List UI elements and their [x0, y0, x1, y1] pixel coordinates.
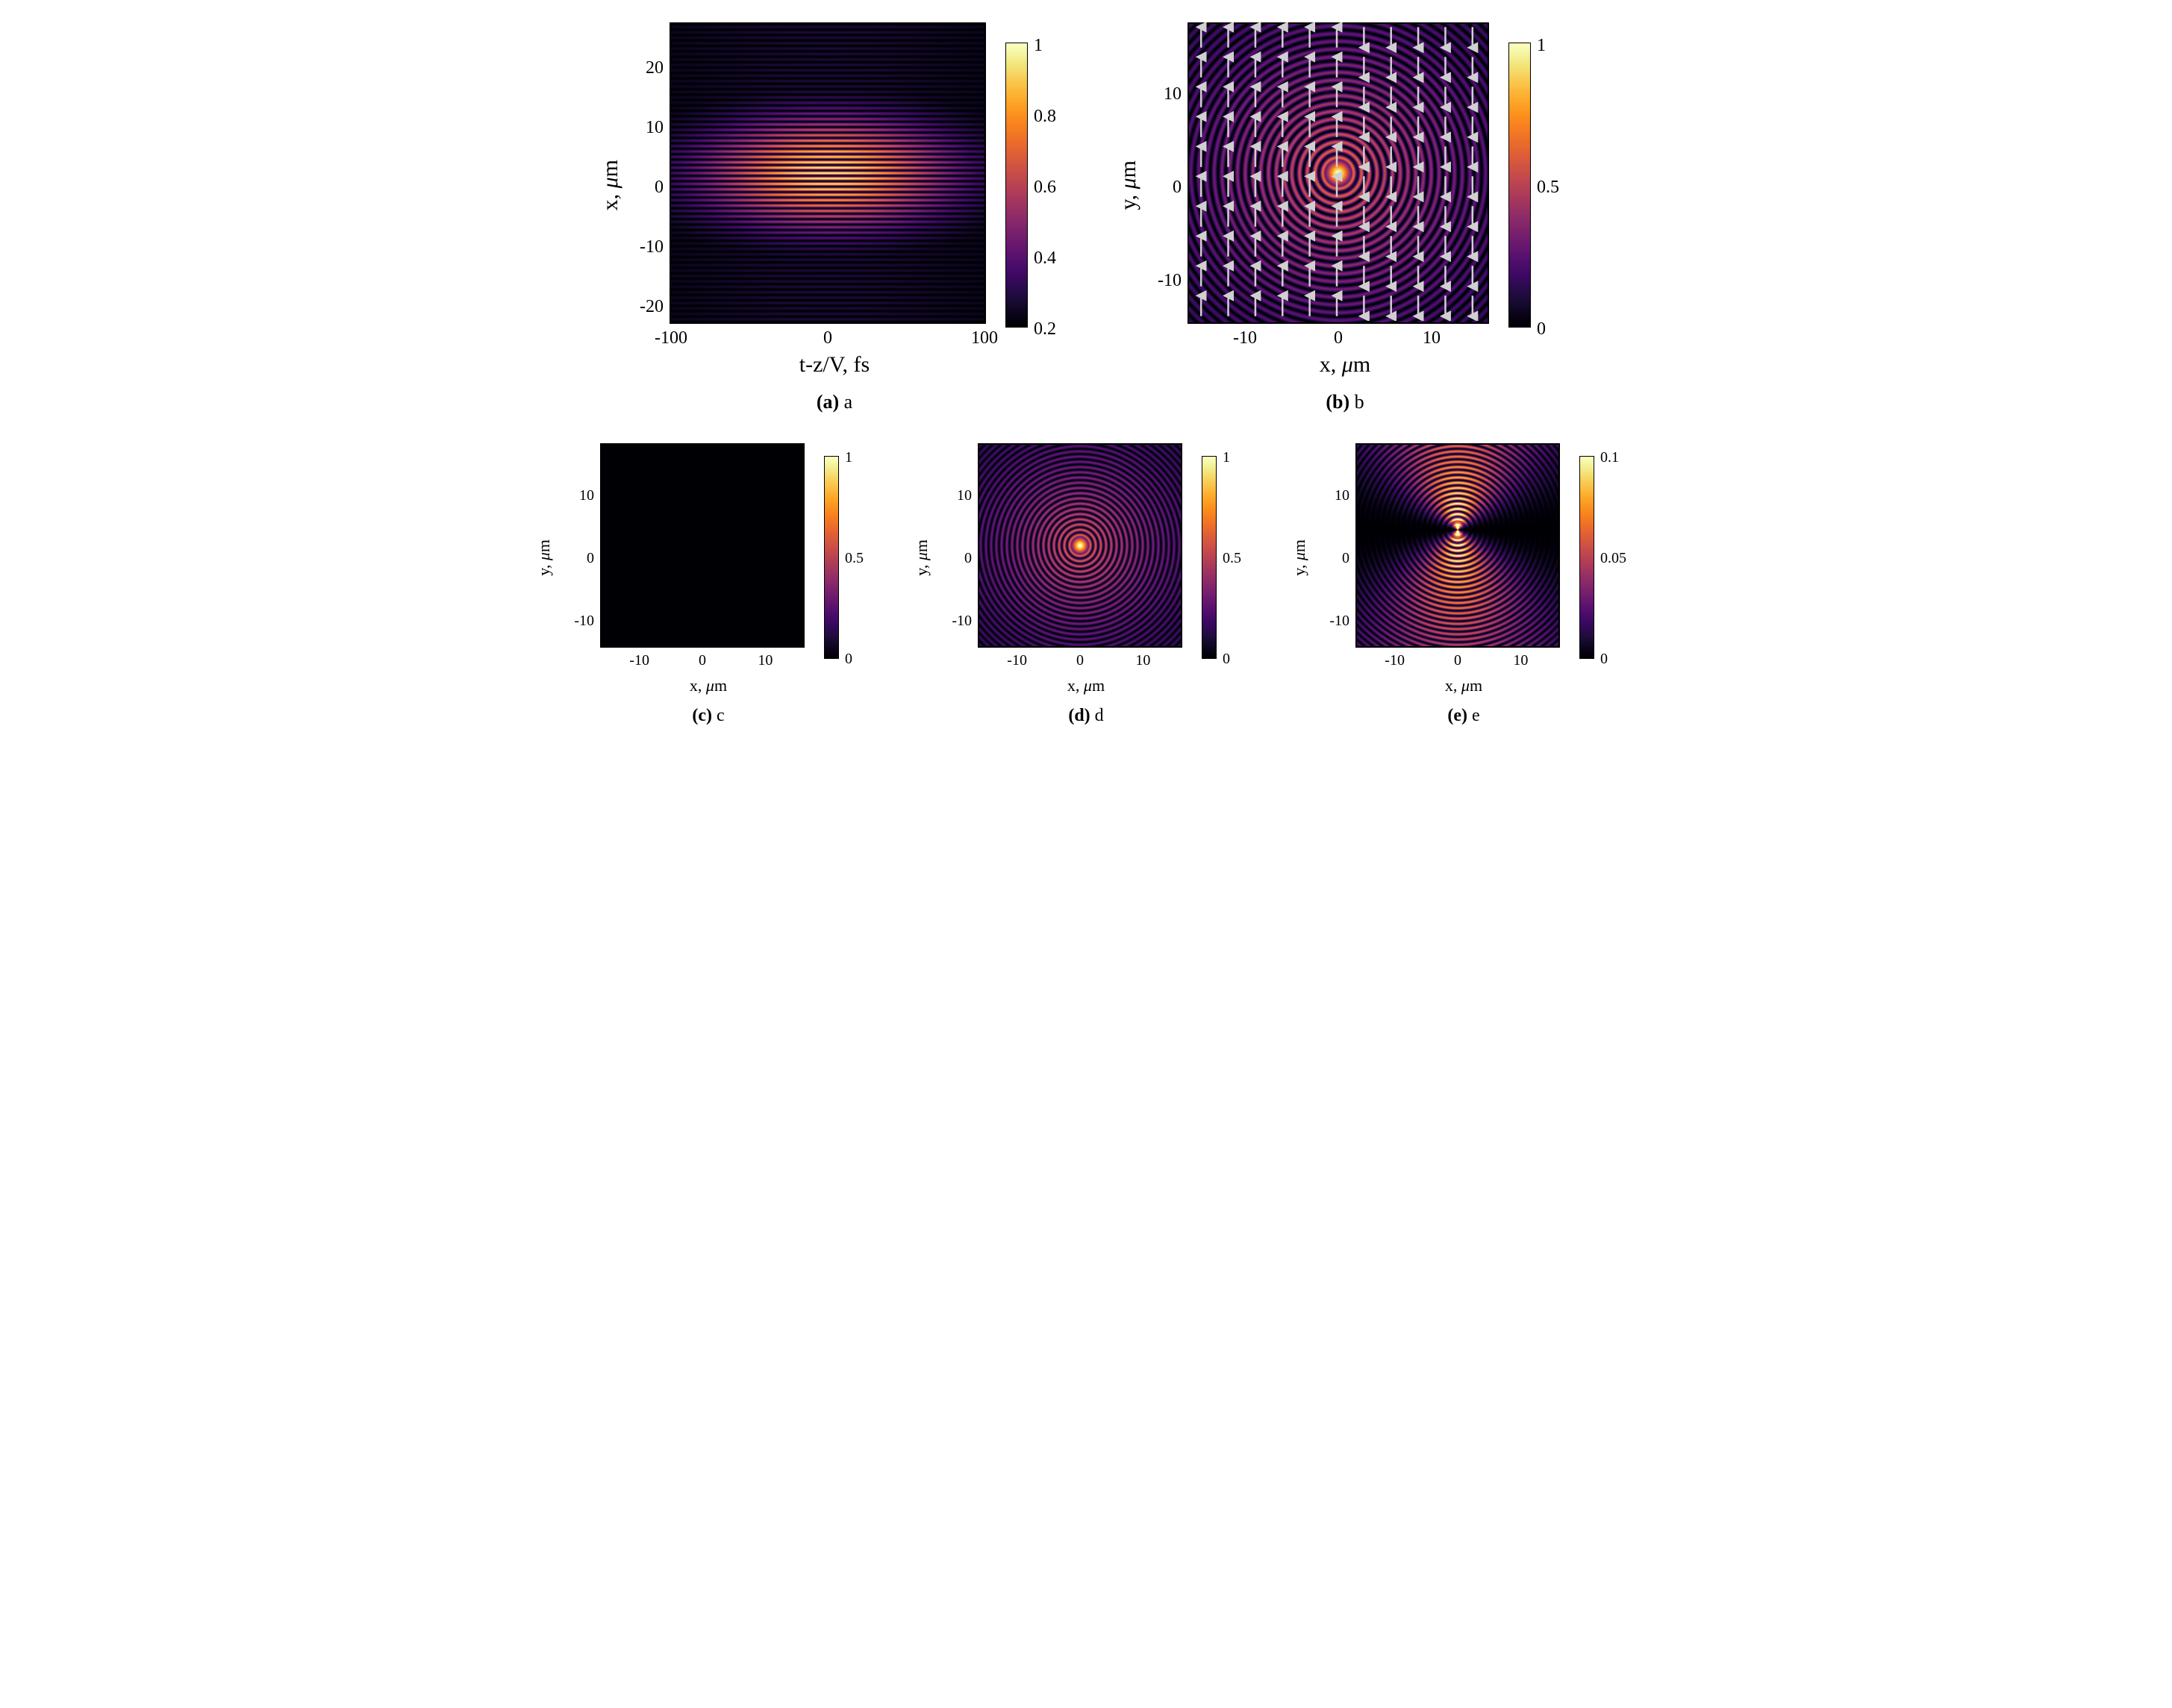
panel-e-xlabel: x, μm: [1445, 676, 1482, 695]
panel-a-heatmap: [670, 22, 986, 324]
panel-d: y, μm 100-10 -10010 10.50 x, μm (d) d: [912, 443, 1260, 726]
panel-e-caption-tag: (e): [1447, 706, 1467, 725]
panel-e-caption-text: e: [1472, 706, 1480, 725]
panel-d-caption-text: d: [1095, 706, 1104, 725]
panel-b-colorbar-ticks: 10.50: [1537, 43, 1574, 327]
panel-c-ylabel: y, μm: [534, 539, 554, 576]
panel-d-colorbar: [1202, 456, 1217, 659]
panel-c-yticks: 100-10: [558, 457, 594, 658]
panel-d-yticks: 100-10: [936, 457, 972, 658]
panel-e-caption: (e) e: [1447, 706, 1479, 726]
panel-b-colorbar: [1508, 43, 1531, 328]
panel-b-caption: (b) b: [1326, 391, 1364, 413]
panel-e-colorbar: [1579, 456, 1594, 659]
panel-a-caption-text: a: [844, 391, 853, 413]
panel-a-xticks: -1000100: [671, 328, 984, 348]
panel-b: y, μm 100-10 -10010 10.50 x, μm: [1116, 22, 1574, 413]
panel-c-heatmap: [600, 443, 805, 648]
panel-c: y, μm 100-10 -10010 10.50 x, μm (c) c: [534, 443, 882, 726]
panel-e-heatmap: [1355, 443, 1560, 648]
panel-a-caption: (a) a: [817, 391, 852, 413]
panel-d-xticks: -10010: [979, 652, 1181, 672]
panel-b-xticks: -10010: [1189, 328, 1488, 348]
panel-a: x, μm 20100-10-20 -1000100 10.80.60.40.2…: [598, 22, 1071, 413]
panel-d-xlabel: x, μm: [1067, 676, 1105, 695]
panel-b-yticks: 100-10: [1146, 36, 1182, 334]
panel-a-ylabel: x, μm: [598, 160, 623, 210]
panel-b-caption-text: b: [1355, 391, 1364, 413]
panel-d-colorbar-ticks: 10.50: [1223, 457, 1260, 658]
panel-d-caption: (d) d: [1068, 706, 1103, 726]
panel-a-yticks: 20100-10-20: [628, 36, 664, 334]
panel-c-colorbar-ticks: 10.50: [845, 457, 882, 658]
panel-b-heatmap: [1188, 22, 1489, 324]
figure-grid: x, μm 20100-10-20 -1000100 10.80.60.40.2…: [0, 0, 2172, 756]
panel-d-ylabel: y, μm: [912, 539, 931, 576]
panel-b-xlabel: x, μm: [1320, 352, 1370, 378]
panel-e-colorbar-ticks: 0.10.050: [1600, 457, 1638, 658]
panel-a-caption-tag: (a): [817, 391, 839, 413]
panel-c-caption-text: c: [717, 706, 725, 725]
panel-c-caption-tag: (c): [692, 706, 712, 725]
panel-a-colorbar: [1005, 43, 1028, 328]
panel-c-xticks: -10010: [602, 652, 803, 672]
panel-a-colorbar-ticks: 10.80.60.40.2: [1034, 43, 1071, 327]
panel-e: y, μm 100-10 -10010 0.10.050 x, μm (e) e: [1290, 443, 1638, 726]
panel-b-ylabel: y, μm: [1116, 160, 1141, 210]
panel-c-xlabel: x, μm: [690, 676, 727, 695]
panel-c-colorbar: [824, 456, 839, 659]
panel-a-xlabel: t-z/V, fs: [799, 352, 870, 378]
panel-d-caption-tag: (d): [1068, 706, 1090, 725]
panel-d-heatmap: [978, 443, 1182, 648]
panel-e-ylabel: y, μm: [1290, 539, 1309, 576]
panel-b-caption-tag: (b): [1326, 391, 1349, 413]
panel-e-xticks: -10010: [1357, 652, 1558, 672]
top-row: x, μm 20100-10-20 -1000100 10.80.60.40.2…: [30, 22, 2142, 413]
bottom-row: y, μm 100-10 -10010 10.50 x, μm (c) c y,: [30, 443, 2142, 726]
panel-c-caption: (c) c: [692, 706, 724, 726]
panel-e-yticks: 100-10: [1314, 457, 1349, 658]
